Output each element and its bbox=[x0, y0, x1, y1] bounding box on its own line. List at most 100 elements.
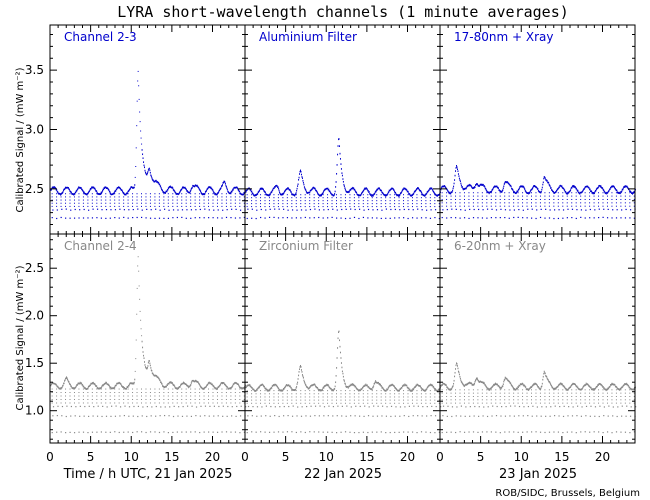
dip-trail-point bbox=[380, 393, 382, 395]
data-point bbox=[510, 185, 512, 188]
dip-trail-point bbox=[420, 197, 422, 199]
dip-trail-point bbox=[566, 202, 568, 204]
dip-point bbox=[446, 415, 448, 417]
dip-trail-point bbox=[255, 197, 257, 199]
dip-point bbox=[513, 216, 515, 219]
dip-trail-point bbox=[105, 196, 107, 198]
data-point bbox=[385, 389, 387, 392]
dip-trail-point bbox=[526, 205, 528, 207]
data-point bbox=[66, 376, 68, 378]
data-point bbox=[564, 189, 566, 192]
data-point bbox=[212, 190, 214, 193]
dip-trail-point bbox=[96, 205, 98, 207]
data-point bbox=[629, 190, 631, 192]
data-point bbox=[127, 386, 129, 388]
x-tick-label: 5 bbox=[87, 450, 95, 464]
data-point bbox=[518, 188, 520, 191]
dip-trail-point bbox=[176, 388, 178, 390]
dip-point bbox=[255, 431, 257, 433]
dip-trail-point bbox=[282, 396, 284, 398]
dip-trail-point bbox=[221, 202, 223, 204]
data-point bbox=[564, 386, 566, 389]
dip-trail-point bbox=[141, 199, 142, 201]
dip-point bbox=[176, 431, 178, 433]
dip-trail-point bbox=[459, 198, 461, 200]
dip-trail-point bbox=[566, 389, 568, 391]
data-point bbox=[521, 383, 523, 386]
data-point bbox=[146, 367, 148, 370]
data-point bbox=[454, 375, 456, 378]
data-point bbox=[368, 191, 370, 193]
data-point bbox=[374, 193, 376, 195]
dip-point bbox=[527, 415, 529, 417]
data-point bbox=[201, 386, 203, 389]
dip-trail-point bbox=[260, 399, 262, 401]
dip-trail-point bbox=[300, 194, 302, 196]
dip-point bbox=[559, 405, 561, 408]
dip-trail-point bbox=[145, 202, 147, 204]
dip-point bbox=[629, 432, 631, 434]
data-point bbox=[222, 181, 224, 184]
dip-point bbox=[491, 208, 493, 210]
dip-trail-point bbox=[234, 205, 236, 207]
dip-trail-point bbox=[340, 393, 342, 395]
data-point bbox=[302, 179, 304, 182]
dip-point bbox=[451, 208, 453, 210]
dip-trail-point bbox=[526, 389, 528, 391]
dip-point bbox=[56, 209, 58, 211]
dip-trail-point bbox=[273, 197, 275, 199]
data-point bbox=[64, 379, 66, 381]
dip-point bbox=[234, 431, 237, 433]
dip-trail-point bbox=[367, 194, 369, 196]
dip-trail-point bbox=[589, 392, 591, 394]
dip-trail-point bbox=[96, 398, 98, 400]
data-point bbox=[172, 383, 174, 385]
data-point bbox=[152, 372, 154, 375]
dip-trail-point bbox=[531, 389, 532, 391]
dip-point bbox=[417, 208, 419, 210]
dip-trail-point bbox=[208, 193, 210, 195]
dip-trail-point bbox=[132, 193, 134, 195]
dip-point bbox=[491, 415, 493, 417]
dip-trail-point bbox=[580, 402, 582, 404]
dip-point bbox=[163, 217, 165, 219]
data-point bbox=[101, 386, 103, 388]
data-point bbox=[375, 190, 377, 193]
dip-trail-point bbox=[340, 200, 342, 202]
data-point bbox=[81, 382, 83, 385]
dip-trail-point bbox=[513, 195, 515, 197]
dip-trail-point bbox=[322, 200, 324, 202]
dip-trail-point bbox=[580, 202, 582, 204]
dip-trail-point bbox=[539, 195, 541, 197]
data-point bbox=[297, 185, 299, 187]
dip-point bbox=[513, 431, 515, 433]
dip-trail-point bbox=[273, 396, 275, 398]
dip-point bbox=[146, 405, 148, 408]
dip-trail-point bbox=[367, 200, 369, 202]
dip-trail-point bbox=[185, 388, 187, 390]
dip-point bbox=[114, 415, 117, 417]
data-point bbox=[451, 388, 453, 390]
dip-point bbox=[128, 415, 130, 417]
dip-trail-point bbox=[490, 395, 492, 397]
dip-trail-point bbox=[190, 205, 192, 207]
y-tick-label: 3.5 bbox=[25, 63, 44, 77]
data-point bbox=[286, 187, 288, 190]
dip-trail-point bbox=[212, 402, 214, 404]
data-point bbox=[387, 388, 389, 391]
dip-trail-point bbox=[145, 388, 147, 390]
data-point bbox=[289, 189, 291, 192]
dip-trail-point bbox=[589, 202, 591, 204]
dip-trail-point bbox=[548, 198, 550, 200]
dip-trail-point bbox=[69, 199, 71, 201]
dip-point bbox=[430, 209, 432, 211]
dip-trail-point bbox=[629, 195, 631, 197]
dip-trail-point bbox=[167, 388, 169, 390]
dip-trail-point bbox=[434, 393, 436, 395]
data-point bbox=[57, 191, 59, 193]
dip-trail-point bbox=[123, 388, 125, 390]
dip-point bbox=[346, 405, 348, 407]
data-point bbox=[257, 387, 259, 390]
dip-trail-point bbox=[114, 392, 116, 394]
data-point bbox=[288, 384, 290, 386]
